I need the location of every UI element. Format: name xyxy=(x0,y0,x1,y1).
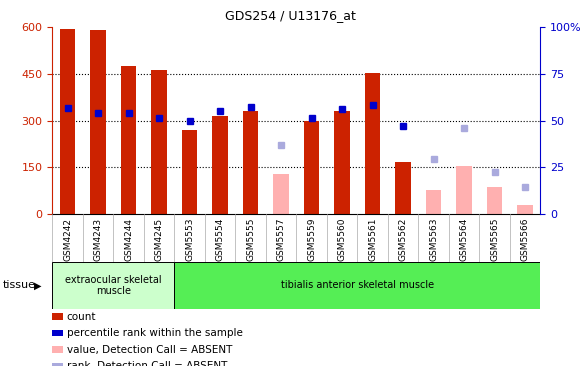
Text: GSM5559: GSM5559 xyxy=(307,218,316,261)
Bar xyxy=(213,116,228,214)
Bar xyxy=(274,174,289,214)
Text: extraocular skeletal
muscle: extraocular skeletal muscle xyxy=(65,274,162,296)
Text: rank, Detection Call = ABSENT: rank, Detection Call = ABSENT xyxy=(67,361,227,366)
Bar xyxy=(152,70,167,214)
Bar xyxy=(182,130,197,214)
Bar xyxy=(457,166,472,214)
Bar xyxy=(396,162,411,214)
Text: GSM4244: GSM4244 xyxy=(124,218,133,261)
Bar xyxy=(487,187,502,214)
Text: GSM5560: GSM5560 xyxy=(338,218,346,261)
Text: GSM5566: GSM5566 xyxy=(521,218,529,261)
Bar xyxy=(335,111,350,214)
Text: GSM5565: GSM5565 xyxy=(490,218,499,261)
Text: ▶: ▶ xyxy=(34,280,41,291)
Text: GSM5553: GSM5553 xyxy=(185,218,194,261)
FancyBboxPatch shape xyxy=(174,262,540,309)
Text: GSM4242: GSM4242 xyxy=(63,218,72,261)
Text: GSM5554: GSM5554 xyxy=(216,218,224,261)
Text: count: count xyxy=(67,311,96,322)
Text: GSM5562: GSM5562 xyxy=(399,218,407,261)
Bar xyxy=(518,205,533,214)
Bar xyxy=(365,74,380,214)
Text: percentile rank within the sample: percentile rank within the sample xyxy=(67,328,243,338)
Bar xyxy=(91,30,106,214)
Bar xyxy=(121,66,136,214)
Bar xyxy=(243,111,258,214)
Bar xyxy=(426,190,441,214)
Text: GSM4243: GSM4243 xyxy=(94,218,102,261)
Text: GSM5555: GSM5555 xyxy=(246,218,255,261)
Text: value, Detection Call = ABSENT: value, Detection Call = ABSENT xyxy=(67,344,232,355)
Text: GDS254 / U13176_at: GDS254 / U13176_at xyxy=(225,9,356,22)
FancyBboxPatch shape xyxy=(52,262,174,309)
Text: GSM5563: GSM5563 xyxy=(429,218,438,261)
Bar xyxy=(60,29,75,214)
Bar xyxy=(304,122,319,214)
Text: GSM5557: GSM5557 xyxy=(277,218,285,261)
Text: GSM5564: GSM5564 xyxy=(460,218,468,261)
Text: tibialis anterior skeletal muscle: tibialis anterior skeletal muscle xyxy=(281,280,434,291)
Text: tissue: tissue xyxy=(3,280,36,291)
Text: GSM5561: GSM5561 xyxy=(368,218,377,261)
Text: GSM4245: GSM4245 xyxy=(155,218,163,261)
